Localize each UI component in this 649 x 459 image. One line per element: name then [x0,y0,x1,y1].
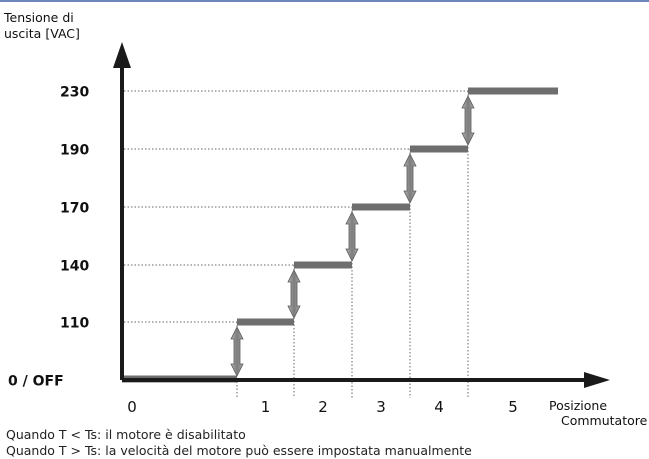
y-tick-label-5: 230 [60,85,89,101]
y-axis-label-line1: Tensione di [3,10,74,25]
y-tick-label-3: 170 [60,201,89,217]
step-arrow-5 [461,95,475,146]
y-axis-label-line2: uscita [VAC] [4,26,80,41]
step-segment-2 [294,261,352,269]
step-segment-3 [352,203,410,211]
x-tick-label-2: 2 [318,398,328,416]
x-tick-label-0: 0 [127,398,137,416]
x-tick-label-4: 4 [434,398,444,416]
step-segment-1 [237,318,294,326]
caption-line-1: Quando T < Ts: il motore è disabilitato [6,427,246,442]
caption-line-2: Quando T > Ts: la velocità del motore pu… [6,443,472,458]
step-arrow-1 [230,326,244,377]
step-arrow-4 [403,153,417,204]
y-tick-labels: 0 / OFF 110 140 170 190 230 [8,85,89,390]
y-tick-label-2: 140 [60,259,89,275]
y-axis-arrowhead [113,42,131,68]
step-arrow-3 [345,211,359,262]
y-tick-label-4: 190 [60,143,89,159]
x-tick-label-1: 1 [261,398,271,416]
guide-lines [124,90,469,398]
step-segment-5 [468,87,558,95]
x-tick-label-5: 5 [508,398,518,416]
x-tick-label-3: 3 [376,398,386,416]
step-chart: Tensione di uscita [VAC] 0 / OFF11014017… [3,10,648,425]
y-tick-label-0: 0 / OFF [8,374,64,390]
x-axis-arrowhead [584,372,610,388]
step-arrow-2 [287,269,301,319]
top-rule [0,0,649,2]
step-segments [122,87,558,383]
y-tick-label-1: 110 [60,316,89,332]
x-axis-label-line1: Posizione [549,398,607,413]
x-tick-labels: 0 1 2 3 4 5 [127,398,518,416]
step-segment-4 [410,145,468,153]
step-arrows [230,95,475,377]
x-axis-label-line2: Commutatore [561,413,648,425]
